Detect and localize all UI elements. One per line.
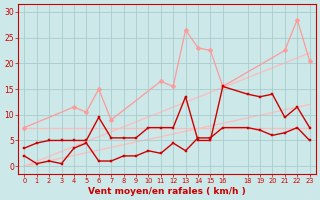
X-axis label: Vent moyen/en rafales ( km/h ): Vent moyen/en rafales ( km/h ) bbox=[88, 187, 246, 196]
